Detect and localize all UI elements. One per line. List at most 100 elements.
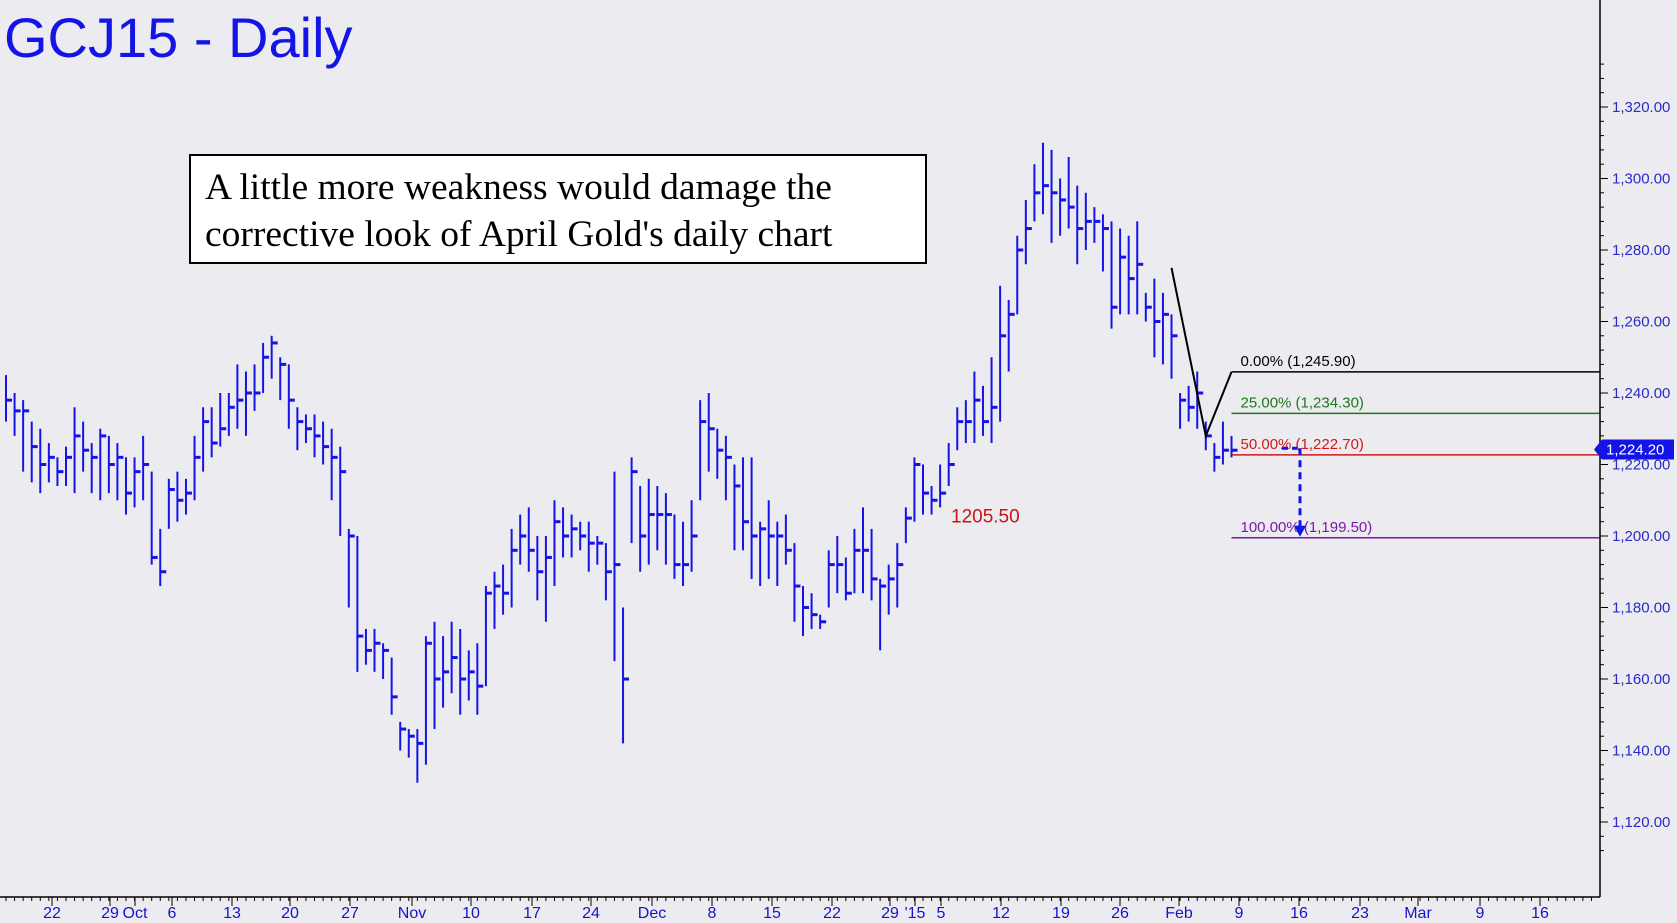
price-bar	[630, 457, 638, 544]
price-bar	[690, 500, 698, 572]
price-bar	[73, 407, 81, 494]
price-bar	[236, 364, 244, 429]
x-tick-label: 22	[43, 905, 61, 922]
price-bar	[347, 528, 355, 608]
price-bar	[613, 471, 621, 662]
fibonacci-levels: 0.00% (1,245.90) 25.00% (1,234.30) 50.00% …	[1231, 353, 1600, 539]
price-bar	[382, 643, 390, 679]
x-tick-label: 26	[1111, 905, 1129, 922]
price-bar	[296, 407, 304, 451]
price-bar	[896, 543, 904, 608]
price-bar	[973, 371, 981, 444]
price-bar	[202, 407, 210, 472]
y-tick-label: 1,140.00	[1612, 743, 1670, 760]
y-tick-label: 1,320.00	[1612, 99, 1670, 116]
price-bar	[750, 457, 758, 579]
price-bar	[90, 443, 98, 494]
price-bar	[1213, 443, 1221, 472]
price-bar	[510, 528, 518, 608]
price-bar	[1153, 278, 1161, 358]
y-tick-label: 1,120.00	[1612, 814, 1670, 831]
price-bar	[767, 500, 775, 579]
price-bar	[647, 478, 655, 565]
price-bar	[1119, 228, 1127, 315]
price-bar	[673, 514, 681, 579]
price-bar	[990, 357, 998, 444]
x-tick-label: 22	[823, 905, 841, 922]
price-bar	[142, 435, 150, 501]
price-bar	[527, 507, 535, 572]
price-bar	[981, 385, 989, 436]
price-bar	[956, 407, 964, 451]
price-bar	[1050, 149, 1058, 243]
price-bar	[947, 443, 955, 486]
price-bar	[124, 457, 132, 515]
price-bar	[1127, 235, 1135, 315]
fib-label: 100.00% (1,199.50)	[1241, 519, 1373, 536]
x-tick-label: 10	[462, 905, 480, 922]
price-bar	[1144, 292, 1152, 322]
price-bar	[682, 521, 690, 587]
price-bar	[159, 528, 167, 587]
price-bar	[784, 514, 792, 565]
price-bar	[356, 536, 364, 672]
price-bar	[519, 514, 527, 565]
price-bar	[30, 421, 38, 483]
x-tick-label: 9	[1235, 905, 1244, 922]
x-tick-label: 15	[763, 905, 781, 922]
price-bar	[587, 521, 595, 572]
price-bar	[819, 614, 827, 629]
commentary-box: A little more weakness would damage the …	[189, 154, 927, 264]
price-bar	[193, 435, 201, 501]
price-bar	[39, 428, 47, 494]
x-tick-label: 24	[582, 905, 600, 922]
price-bar	[887, 564, 895, 615]
price-bar	[22, 400, 30, 472]
low-price-label: 1205.50	[951, 506, 1020, 527]
price-bar	[390, 657, 398, 715]
x-tick-label: Mar	[1404, 905, 1432, 922]
price-bar	[1033, 164, 1041, 222]
price-bar	[133, 457, 141, 508]
price-bar	[802, 586, 810, 637]
x-tick-label: 16	[1531, 905, 1549, 922]
x-tick-label: 29	[881, 905, 899, 922]
x-tick-label: Oct	[123, 905, 148, 922]
price-bar	[416, 729, 424, 783]
price-bar	[262, 342, 270, 393]
price-bar	[1170, 314, 1178, 379]
price-bar	[313, 414, 321, 458]
price-bar	[844, 557, 852, 601]
x-tick-label: Dec	[638, 905, 666, 922]
price-bar	[1101, 214, 1109, 272]
price-bar	[776, 521, 784, 587]
price-bar	[107, 435, 115, 494]
price-bar	[759, 521, 767, 587]
price-bar	[1196, 371, 1204, 429]
x-tick-label: 20	[281, 905, 299, 922]
price-bar	[150, 471, 158, 565]
x-tick-label: 29	[101, 905, 119, 922]
price-bar	[99, 428, 107, 501]
price-bar	[622, 607, 630, 744]
price-bar	[862, 507, 869, 594]
price-bar	[184, 478, 192, 515]
price-bar	[450, 621, 458, 694]
price-bar	[999, 285, 1007, 422]
x-tick-label: 5	[937, 905, 946, 922]
price-bar	[304, 414, 312, 444]
fib-label: 25.00% (1,234.30)	[1241, 394, 1364, 411]
price-bar	[1016, 235, 1024, 315]
price-bar	[82, 421, 90, 472]
price-bar	[1067, 157, 1075, 229]
price-bar	[1187, 385, 1195, 422]
price-bar	[364, 628, 372, 665]
price-bar	[433, 621, 441, 730]
fib-label: 50.00% (1,222.70)	[1241, 436, 1364, 453]
price-bar	[407, 729, 415, 758]
price-bar	[459, 628, 467, 715]
price-bar	[476, 643, 484, 715]
price-bar	[544, 536, 552, 622]
